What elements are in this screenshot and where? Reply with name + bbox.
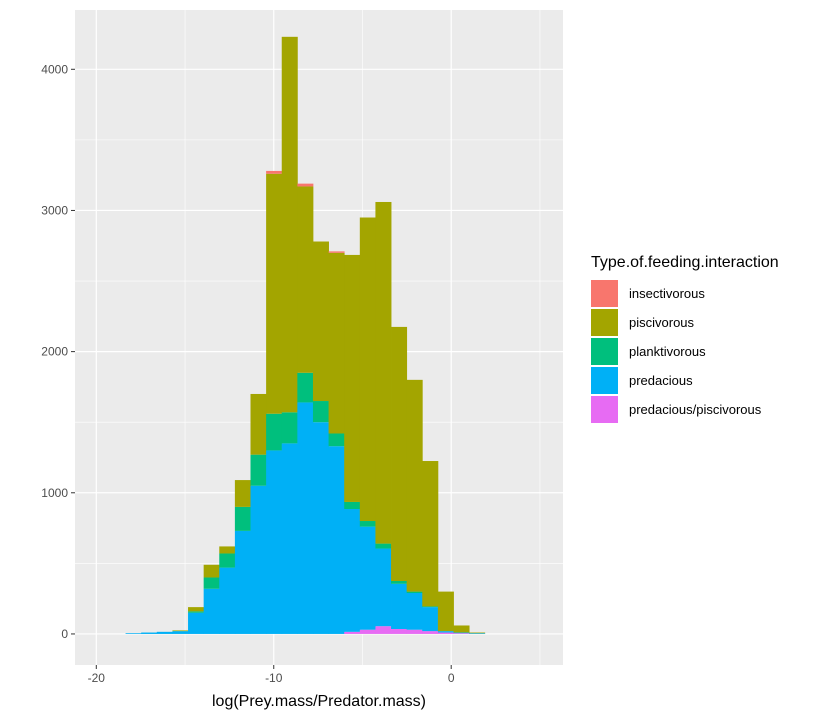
bar-planktivorous: [391, 581, 408, 584]
bar-planktivorous: [250, 454, 267, 486]
bar-piscivorous: [391, 326, 408, 582]
legend-label: insectivorous: [629, 286, 705, 301]
bar-predacious: [203, 588, 220, 634]
bar-planktivorous: [234, 506, 251, 531]
bar-planktivorous: [359, 521, 376, 527]
bar-planktivorous: [297, 372, 314, 403]
bar-planktivorous: [406, 591, 423, 594]
bar-planktivorous: [312, 401, 329, 423]
bar-piscivorous: [406, 379, 423, 592]
legend-label: predacious: [629, 373, 693, 388]
legend-label: planktivorous: [629, 344, 706, 359]
y-axis-ticks: 0 1000 2000 3000 4000: [41, 62, 75, 641]
legend: Type.of.feeding.interaction insectivorou…: [591, 254, 779, 423]
bar-piscivorous: [422, 461, 439, 607]
bar-predacious: [125, 633, 142, 634]
bar-predacious-piscivorous: [437, 632, 454, 634]
bar-piscivorous: [219, 546, 236, 554]
bar-piscivorous: [453, 625, 470, 633]
legend-key: [591, 338, 618, 365]
bar-predacious: [172, 631, 189, 634]
legend-key: [591, 280, 618, 307]
bar-predacious: [188, 612, 205, 634]
bar-planktivorous: [266, 413, 283, 451]
bar-piscivorous: [234, 480, 251, 507]
bar-predacious: [156, 631, 173, 634]
bar-predacious: [391, 583, 408, 630]
bar-predacious: [375, 548, 392, 627]
bar-predacious: [328, 446, 345, 634]
x-axis-ticks: -20 -10 0: [88, 665, 455, 685]
x-tick-label: -10: [265, 671, 283, 685]
bar-predacious: [437, 631, 454, 633]
bar-predacious-piscivorous: [406, 629, 423, 634]
bar-planktivorous: [188, 611, 205, 613]
legend-key: [591, 396, 618, 423]
bar-planktivorous: [375, 543, 392, 549]
bar-planktivorous: [344, 501, 361, 510]
bar-planktivorous: [281, 412, 298, 444]
y-tick-label: 2000: [41, 345, 68, 359]
bar-predacious-piscivorous: [391, 629, 408, 634]
bars: [125, 36, 486, 634]
bar-planktivorous: [203, 577, 220, 589]
y-tick-label: 3000: [41, 203, 68, 217]
bar-piscivorous: [375, 201, 392, 544]
bar-predacious-piscivorous: [344, 631, 361, 634]
bar-piscivorous: [203, 564, 220, 578]
bar-piscivorous: [344, 254, 361, 502]
bar-predacious-piscivorous: [422, 631, 439, 634]
bar-piscivorous: [469, 632, 486, 634]
bar-planktivorous: [422, 606, 439, 608]
bar-insectivorous: [328, 251, 345, 253]
bar-predacious: [234, 530, 251, 634]
y-tick-label: 1000: [41, 486, 68, 500]
bar-predacious-piscivorous: [359, 629, 376, 634]
bar-planktivorous: [328, 433, 345, 447]
bar-piscivorous: [281, 36, 298, 413]
x-axis-title: log(Prey.mass/Predator.mass): [212, 693, 426, 710]
bar-predacious: [219, 567, 236, 634]
y-tick-label: 0: [61, 627, 68, 641]
legend-key: [591, 309, 618, 336]
legend-label: piscivorous: [629, 315, 695, 330]
bar-predacious-piscivorous: [453, 633, 470, 634]
bar-predacious: [281, 443, 298, 634]
bar-predacious: [453, 632, 470, 634]
legend-label: predacious/piscivorous: [629, 402, 762, 417]
legend-title: Type.of.feeding.interaction: [591, 254, 779, 271]
bar-predacious: [297, 402, 314, 634]
bar-piscivorous: [172, 630, 189, 632]
bar-predacious: [344, 509, 361, 632]
bar-piscivorous: [297, 186, 314, 373]
bar-piscivorous: [312, 241, 329, 402]
bar-planktivorous: [219, 553, 236, 568]
bar-insectivorous: [266, 170, 283, 174]
bar-piscivorous: [328, 252, 345, 434]
x-tick-label: -20: [88, 671, 106, 685]
bar-piscivorous: [250, 393, 267, 455]
bar-predacious: [422, 607, 439, 632]
bar-piscivorous: [359, 217, 376, 522]
bar-insectivorous: [297, 183, 314, 187]
bar-predacious: [141, 632, 158, 634]
bar-predacious: [406, 593, 423, 630]
bar-piscivorous: [437, 591, 454, 632]
bar-predacious-piscivorous: [375, 626, 392, 634]
bar-piscivorous: [188, 607, 205, 612]
y-tick-label: 4000: [41, 62, 68, 76]
x-tick-label: 0: [448, 671, 455, 685]
bar-predacious: [312, 422, 329, 634]
legend-key: [591, 367, 618, 394]
bar-predacious: [250, 485, 267, 634]
bar-piscivorous: [266, 173, 283, 414]
bar-predacious: [469, 633, 486, 634]
bar-predacious: [359, 526, 376, 630]
bar-predacious: [266, 450, 283, 634]
